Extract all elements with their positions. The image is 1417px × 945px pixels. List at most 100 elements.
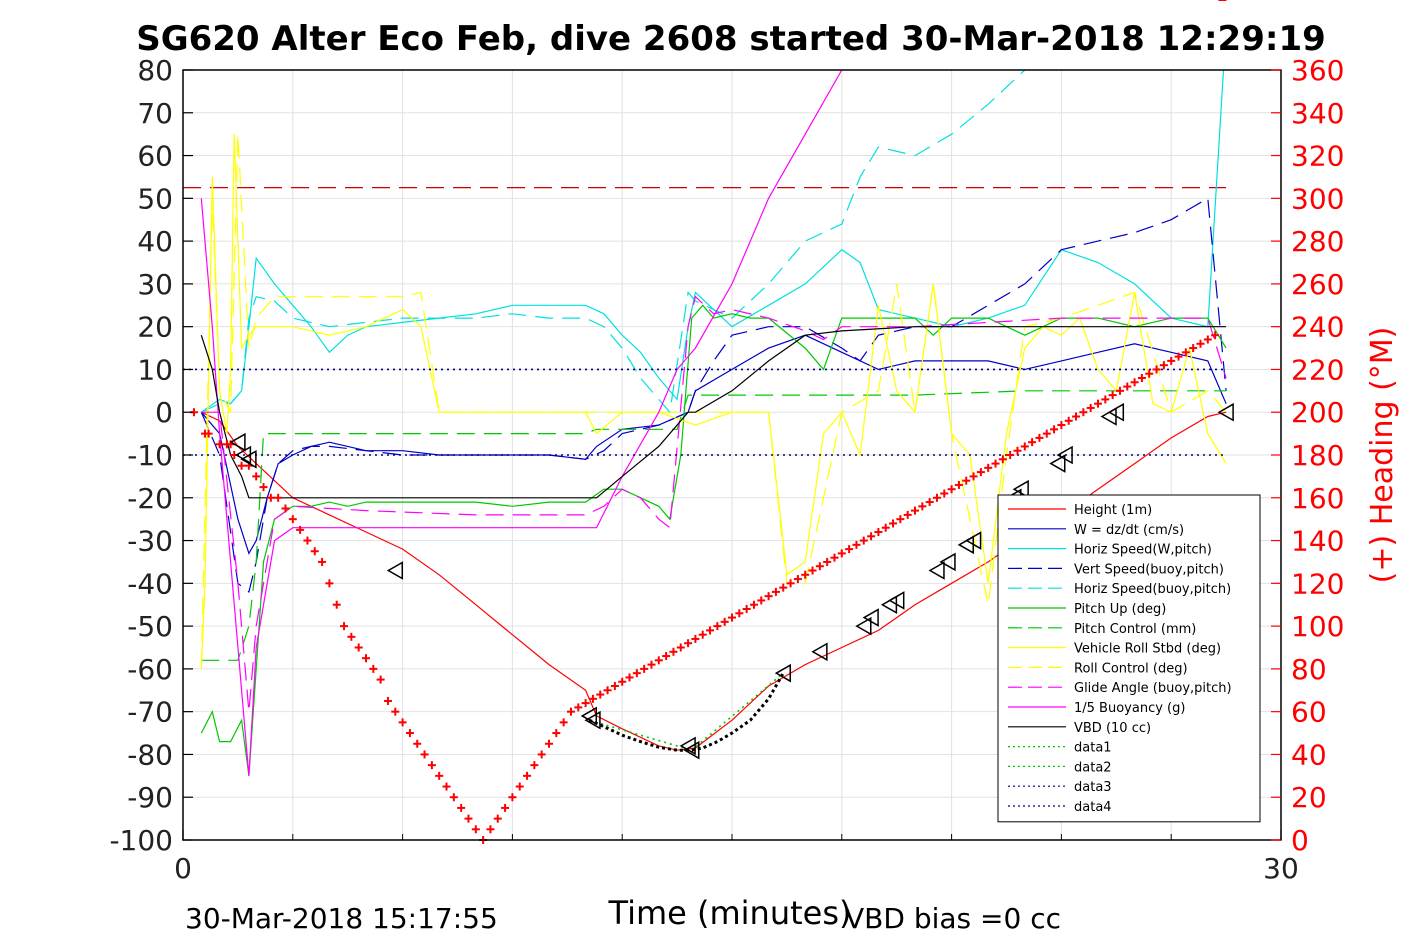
heading-point bbox=[420, 750, 429, 759]
legend: Height (1m) W = dz/dt (cm/s) Horiz Speed(W… bbox=[997, 494, 1261, 823]
heading-point bbox=[383, 696, 392, 705]
heading-point bbox=[793, 575, 802, 584]
legend-label: Pitch Up (deg) bbox=[1074, 602, 1166, 617]
heading-point bbox=[354, 643, 363, 652]
y-tick-label: -30 bbox=[127, 525, 173, 558]
heading-point bbox=[647, 660, 656, 669]
heading-point bbox=[706, 626, 715, 635]
series-1-5-buoyancy-g bbox=[200, 70, 843, 776]
legend-label: Height (1m) bbox=[1074, 503, 1152, 518]
heading-point bbox=[691, 634, 700, 643]
heading-point bbox=[296, 525, 305, 534]
chart-title: SG620 Alter Eco Feb, dive 2608 started 3… bbox=[136, 19, 1326, 59]
heading-point bbox=[632, 669, 641, 678]
heading-point bbox=[1028, 438, 1037, 447]
heading-point bbox=[1115, 386, 1124, 395]
heading-point bbox=[823, 557, 832, 566]
legend-entry-data4: data4 bbox=[1008, 800, 1112, 815]
heading-point bbox=[852, 540, 861, 549]
heading-point bbox=[757, 596, 766, 605]
heading-point bbox=[815, 562, 824, 571]
heading-point bbox=[786, 579, 795, 588]
y2-tick-label: 340 bbox=[1291, 97, 1344, 130]
heading-point bbox=[435, 771, 444, 780]
heading-point bbox=[984, 463, 993, 472]
series-vert-speed-buoy-pitch bbox=[200, 197, 1227, 593]
heading-point bbox=[764, 592, 773, 601]
y-tick-label: 20 bbox=[137, 311, 173, 344]
heading-point bbox=[362, 654, 370, 663]
y-tick-label: 40 bbox=[137, 225, 173, 258]
legend-label: data3 bbox=[1074, 780, 1112, 795]
heading-point bbox=[1050, 425, 1059, 434]
series-data2 bbox=[691, 672, 784, 751]
heading-point bbox=[1042, 429, 1051, 438]
heading-point bbox=[1145, 369, 1154, 378]
legend-entry-vehicle-roll-stbd-deg: Vehicle Roll Stbd (deg) bbox=[1008, 642, 1221, 657]
heading-point bbox=[274, 493, 283, 502]
y-tick-label: -60 bbox=[127, 653, 173, 686]
heading-markers bbox=[189, 0, 1227, 844]
heading-point bbox=[779, 583, 788, 592]
heading-point bbox=[1086, 403, 1095, 412]
y-tick-label: -90 bbox=[127, 781, 173, 814]
heading-point bbox=[676, 643, 685, 652]
series-pitch-up-deg bbox=[200, 304, 1227, 776]
heading-point bbox=[457, 803, 466, 812]
y2-tick-label: 300 bbox=[1291, 182, 1344, 215]
heading-point bbox=[947, 485, 956, 494]
y-tick-label: 50 bbox=[137, 182, 173, 215]
heading-point bbox=[830, 553, 839, 562]
triangle-marker bbox=[862, 608, 879, 627]
heading-point bbox=[369, 664, 378, 673]
heading-point bbox=[771, 587, 780, 596]
legend-label: Vehicle Roll Stbd (deg) bbox=[1074, 642, 1221, 657]
legend-entry-1-5-buoyancy-g: 1/5 Buoyancy (g) bbox=[1008, 701, 1185, 716]
heading-point bbox=[728, 613, 736, 622]
legend-box bbox=[997, 494, 1261, 823]
heading-point bbox=[1203, 335, 1212, 344]
heading-point bbox=[1189, 344, 1198, 353]
y-tick-label: -10 bbox=[127, 439, 173, 472]
heading-point bbox=[1094, 399, 1102, 408]
heading-point bbox=[537, 750, 546, 759]
y-tick-label: -80 bbox=[127, 738, 173, 771]
x-axis-ticks: 0 30 bbox=[174, 830, 1299, 885]
legend-entry-glide-angle-buoy-pitch: Glide Angle (buoy,pitch) bbox=[1008, 681, 1232, 696]
heading-point bbox=[845, 545, 854, 554]
heading-point bbox=[1072, 412, 1081, 421]
y2-tick-label: 320 bbox=[1291, 140, 1344, 173]
heading-point bbox=[266, 493, 275, 502]
heading-point bbox=[552, 729, 561, 738]
heading-point bbox=[493, 814, 502, 823]
triangle-marker bbox=[1217, 402, 1234, 422]
heading-point bbox=[998, 455, 1007, 464]
heading-point bbox=[1167, 356, 1176, 365]
y-tick-label: -20 bbox=[127, 482, 173, 515]
legend-entry-data1: data1 bbox=[1008, 741, 1112, 756]
heading-point bbox=[303, 536, 312, 545]
heading-point bbox=[259, 483, 268, 492]
y-tick-label: 0 bbox=[155, 396, 173, 429]
y-tick-label: -50 bbox=[127, 610, 173, 643]
heading-point bbox=[405, 729, 414, 738]
legend-label: Roll Control (deg) bbox=[1074, 661, 1188, 676]
heading-point bbox=[501, 803, 510, 812]
triangle-marker bbox=[965, 531, 982, 550]
heading-point bbox=[325, 579, 334, 588]
heading-point bbox=[698, 630, 707, 639]
y2-tick-label: 160 bbox=[1291, 482, 1344, 515]
y2-axis-label: (+) Heading (°M) bbox=[1365, 327, 1400, 584]
heading-point bbox=[508, 793, 517, 802]
heading-point bbox=[559, 718, 568, 727]
legend-label: data1 bbox=[1074, 741, 1112, 756]
triangle-marker bbox=[1107, 402, 1125, 422]
heading-point bbox=[486, 825, 495, 834]
heading-point bbox=[1137, 374, 1146, 382]
heading-point bbox=[464, 814, 473, 823]
heading-point bbox=[918, 502, 927, 511]
legend-label: 1/5 Buoyancy (g) bbox=[1074, 701, 1185, 716]
footer-vbd-bias: VBD bias =0 cc bbox=[845, 902, 1061, 935]
heading-point bbox=[1035, 433, 1044, 442]
y2-tick-label: 260 bbox=[1291, 268, 1344, 301]
